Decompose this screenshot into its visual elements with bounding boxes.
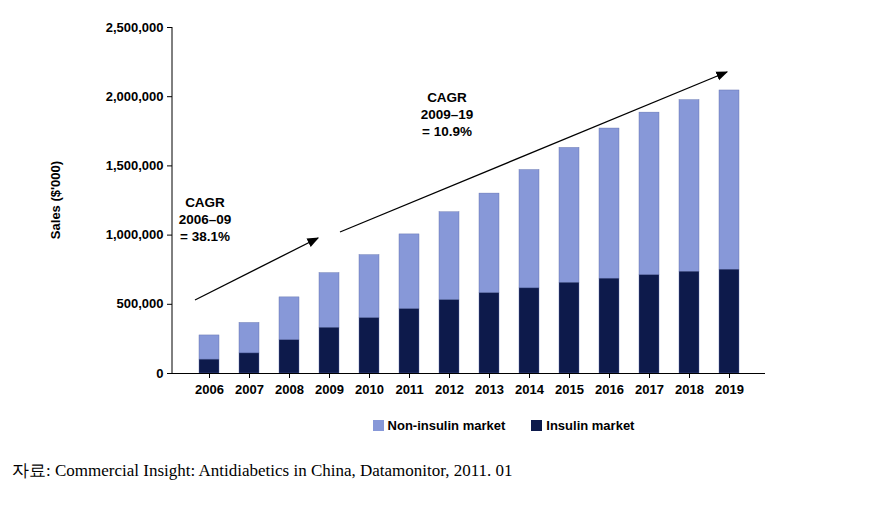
svg-text:2010: 2010: [355, 382, 384, 397]
svg-text:2017: 2017: [635, 382, 664, 397]
svg-text:500,000: 500,000: [117, 296, 164, 311]
svg-text:0: 0: [156, 366, 163, 381]
svg-text:1,500,000: 1,500,000: [106, 158, 164, 173]
svg-text:2013: 2013: [475, 382, 504, 397]
svg-text:CAGR2009–19= 10.9%: CAGR2009–19= 10.9%: [421, 90, 474, 139]
svg-text:2008: 2008: [275, 382, 304, 397]
svg-text:CAGR2006–09= 38.1%: CAGR2006–09= 38.1%: [179, 195, 232, 244]
svg-text:2018: 2018: [675, 382, 704, 397]
svg-text:2,500,000: 2,500,000: [106, 20, 164, 35]
svg-text:Sales ($'000): Sales ($'000): [48, 161, 63, 239]
svg-text:2011: 2011: [395, 382, 423, 397]
svg-text:2014: 2014: [515, 382, 545, 397]
html-text:자료: Commercial Insight: Antidi: 자료: Commercial Insight: Antidiabetics in…: [12, 461, 513, 480]
html-text:Insulin market: Insulin market: [546, 418, 635, 433]
svg-text:2012: 2012: [435, 382, 464, 397]
svg-text:2016: 2016: [595, 382, 624, 397]
html-text:Non-insulin market: Non-insulin market: [387, 418, 506, 433]
svg-text:2019: 2019: [715, 382, 744, 397]
svg-text:2006: 2006: [195, 382, 224, 397]
svg-text:2007: 2007: [235, 382, 264, 397]
svg-text:2,000,000: 2,000,000: [106, 89, 164, 104]
svg-text:1,000,000: 1,000,000: [106, 227, 164, 242]
svg-text:2015: 2015: [555, 382, 584, 397]
svg-text:2009: 2009: [315, 382, 344, 397]
